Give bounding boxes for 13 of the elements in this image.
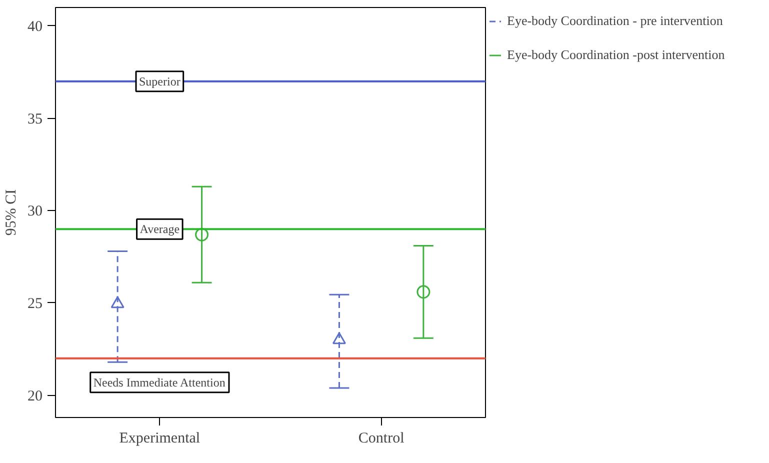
ref-line-label: Superior [139,74,180,88]
y-tick-label: 40 [28,18,42,35]
y-axis-title: 95% CI [4,189,20,236]
ref-line-label: Needs Immediate Attention [93,375,226,390]
y-tick-label: 25 [28,296,42,312]
legend-label: Eye-body Coordination -post intervention [507,47,725,63]
x-tick-label: Experimental [119,430,200,446]
legend-label: Eye-body Coordination - pre intervention [507,13,723,29]
y-tick-label: 35 [28,111,42,128]
y-tick-label: 30 [28,204,42,220]
x-tick-label: Control [358,430,404,446]
ref-line-label: Average [140,222,180,236]
y-tick-label: 20 [28,388,42,404]
